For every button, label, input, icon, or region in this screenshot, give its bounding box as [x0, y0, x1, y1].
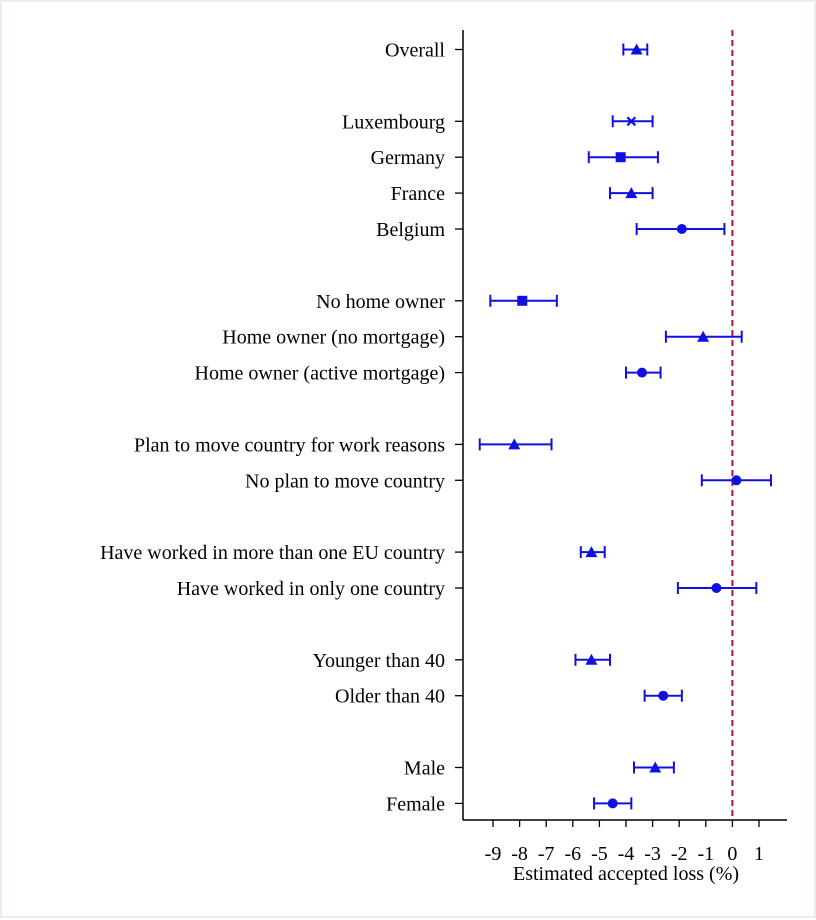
- x-tick-label: -7: [538, 843, 555, 865]
- point-circle: [636, 367, 647, 378]
- x-tick-label: -8: [511, 843, 528, 865]
- x-tick-label: -3: [644, 843, 661, 865]
- category-label: Germany: [371, 147, 445, 169]
- x-tick-label: 1: [754, 843, 764, 865]
- category-label: No plan to move country: [245, 470, 445, 492]
- x-tick-label: 0: [727, 843, 737, 865]
- point-x: [626, 116, 637, 127]
- category-label: Younger than 40: [313, 650, 445, 672]
- category-label: Plan to move country for work reasons: [134, 434, 445, 456]
- point-circle: [711, 583, 722, 593]
- x-tick-label: -9: [485, 843, 502, 865]
- category-label: No home owner: [316, 291, 445, 313]
- point-triangle: [508, 438, 521, 450]
- x-tick-label: -2: [671, 843, 688, 865]
- data-marks: [478, 43, 772, 810]
- point-circle: [607, 798, 618, 809]
- point-triangle: [697, 330, 710, 342]
- x-axis-title: Estimated accepted loss (%): [513, 863, 739, 885]
- category-label: Overall: [385, 40, 445, 62]
- point-square: [517, 295, 528, 306]
- category-label: France: [391, 183, 446, 205]
- point-triangle: [585, 653, 598, 665]
- category-label: Male: [404, 758, 445, 780]
- axes-layer: -9 -8 -7 -6 -5 -4 -3 -2 -1 0 1: [455, 30, 787, 865]
- point-triangle: [649, 761, 662, 773]
- category-label: Luxembourg: [342, 111, 445, 133]
- category-label: Home owner (active mortgage): [195, 363, 445, 385]
- point-square: [615, 152, 626, 163]
- category-label: Belgium: [376, 219, 445, 241]
- x-tick-label: -5: [591, 843, 608, 865]
- category-label: Have worked in only one country: [177, 578, 445, 600]
- point-triangle: [630, 43, 643, 55]
- x-tick-label: -4: [618, 843, 635, 865]
- point-circle: [676, 224, 687, 234]
- category-label: Have worked in more than one EU country: [100, 542, 445, 564]
- category-label: Older than 40: [335, 686, 445, 708]
- category-label: Home owner (no mortgage): [222, 327, 445, 349]
- point-triangle: [585, 546, 598, 558]
- point-circle: [658, 690, 669, 701]
- category-label: Female: [386, 793, 445, 815]
- category-labels: Overall Luxembourg Germany France Belgium No …: [100, 40, 445, 816]
- x-tick-label: -6: [564, 843, 581, 865]
- point-circle: [731, 475, 742, 486]
- x-tick-label: -1: [697, 843, 714, 865]
- point-triangle: [625, 187, 638, 199]
